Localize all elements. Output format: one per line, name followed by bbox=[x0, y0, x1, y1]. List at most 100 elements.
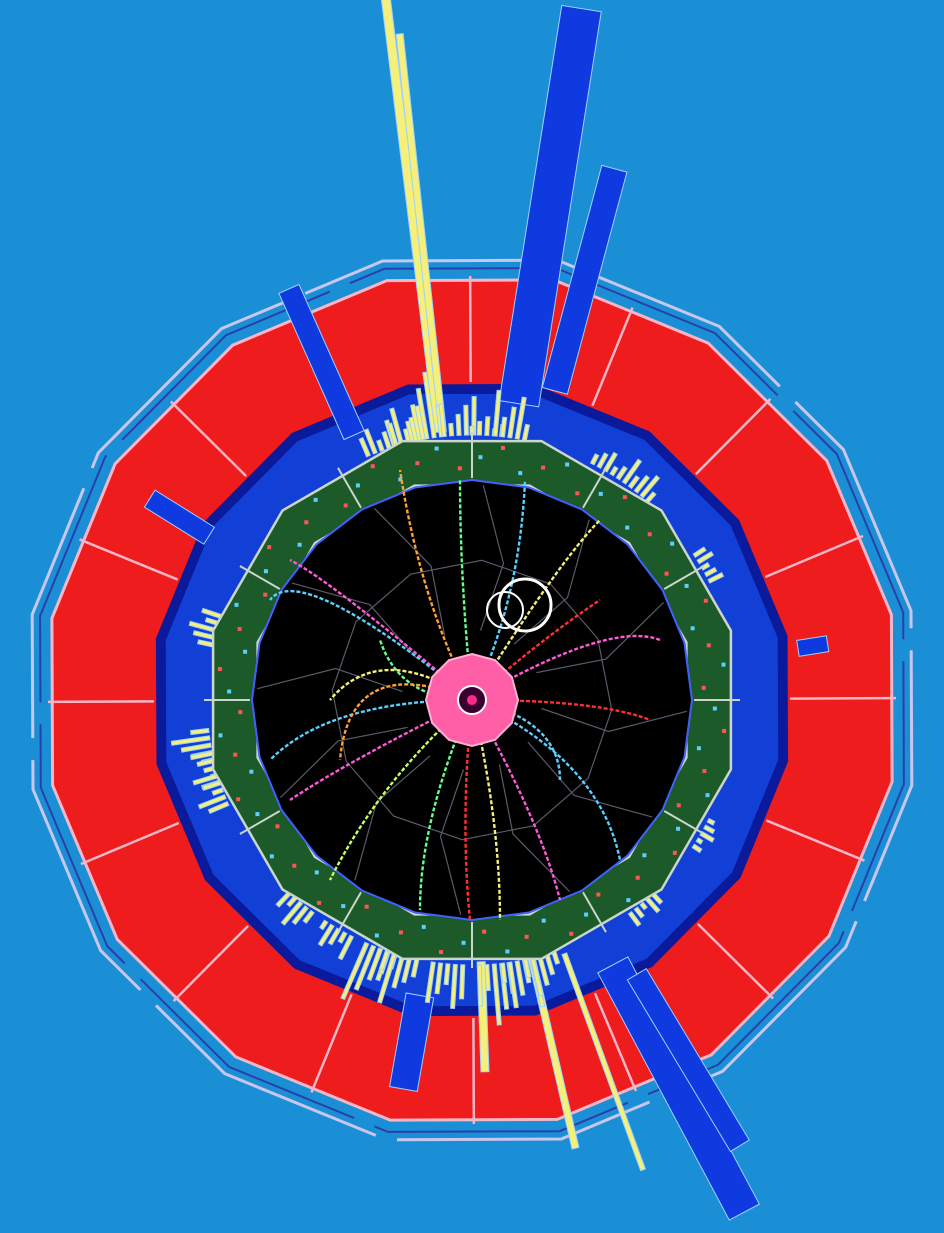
particle-track bbox=[471, 698, 651, 722]
looping-track bbox=[497, 577, 553, 633]
yellow-cluster-bar bbox=[621, 458, 643, 485]
tracker-cell-line bbox=[439, 769, 465, 915]
yellow-cluster-bar bbox=[438, 403, 447, 438]
yellow-cluster-bar bbox=[706, 817, 716, 826]
tracker-cell-line bbox=[541, 707, 687, 733]
muon-segment-divider bbox=[310, 993, 353, 1093]
ecal-hit bbox=[524, 934, 529, 939]
ecal-hit bbox=[217, 667, 222, 672]
ecal-body bbox=[211, 439, 733, 961]
particle-track bbox=[471, 698, 622, 861]
tracker-cell-line bbox=[373, 507, 446, 636]
ecal-hit bbox=[461, 940, 466, 945]
ecal-divider bbox=[239, 810, 281, 835]
tracker-cell-line bbox=[479, 485, 505, 631]
ecal-hit bbox=[374, 933, 379, 938]
ecal-hit bbox=[370, 464, 375, 469]
particle-track bbox=[464, 699, 474, 921]
yellow-cluster-bar bbox=[484, 963, 491, 992]
outer-wire-line bbox=[30, 258, 914, 1142]
ecal-hit bbox=[313, 497, 318, 502]
ecal-hit bbox=[626, 898, 631, 903]
ecal-hit bbox=[236, 797, 241, 802]
ecal-hit bbox=[263, 569, 268, 574]
particle-track bbox=[470, 699, 502, 921]
ecal-hit bbox=[722, 728, 727, 733]
yellow-cluster-bar bbox=[424, 961, 436, 1004]
ecal-hit bbox=[439, 950, 444, 955]
yellow-cluster-bar bbox=[358, 436, 371, 458]
ecal-hit bbox=[622, 495, 627, 500]
ecal-hit bbox=[712, 706, 717, 711]
yellow-cluster-bar bbox=[450, 963, 458, 1010]
ecal-divider bbox=[582, 891, 607, 933]
yellow-cluster-bar bbox=[514, 960, 526, 997]
tracker-layer bbox=[331, 559, 613, 841]
yellow-cluster-bar bbox=[507, 961, 519, 1009]
yellow-cluster-bar bbox=[434, 962, 444, 995]
yellow-cluster-bar bbox=[318, 919, 329, 931]
ecal-hit bbox=[625, 525, 630, 530]
ecal-hit bbox=[596, 892, 601, 897]
yellow-cluster-bar bbox=[484, 416, 491, 437]
blue-tower bbox=[278, 283, 365, 441]
yellow-cluster-bar bbox=[491, 963, 502, 1026]
ecal-divider bbox=[337, 467, 362, 509]
yellow-cluster-bar bbox=[691, 843, 703, 854]
ecal-hit bbox=[237, 626, 242, 631]
ecal-hit bbox=[706, 643, 711, 648]
yellow-cluster-bar bbox=[639, 474, 661, 499]
ecal-hit bbox=[642, 853, 647, 858]
yellow-cluster-bar bbox=[639, 901, 648, 911]
ecal-hit bbox=[705, 793, 710, 798]
muon-segment-divider bbox=[694, 398, 772, 476]
ecal-hit bbox=[398, 930, 403, 935]
energy-towers bbox=[143, 0, 830, 1221]
interaction-point bbox=[424, 652, 520, 748]
ecal-hit bbox=[635, 875, 640, 880]
yellow-cluster-bar bbox=[507, 406, 517, 439]
ecal-hit bbox=[584, 912, 589, 917]
yellow-cluster-bar bbox=[609, 465, 619, 477]
ecal-hit bbox=[598, 491, 603, 496]
muon-segment-divider bbox=[170, 400, 248, 478]
yellow-cluster-bar bbox=[180, 742, 212, 753]
muon-segment-divider bbox=[172, 924, 250, 1002]
ecal-hit bbox=[505, 949, 510, 954]
ecal-hit bbox=[304, 520, 309, 525]
outer-wire-frame bbox=[30, 258, 914, 1142]
ecal-divider bbox=[663, 810, 705, 835]
ecal-hit bbox=[297, 542, 302, 547]
yellow-cluster-bar bbox=[692, 546, 707, 559]
yellow-cluster-bar bbox=[459, 964, 466, 1000]
ecal-hit bbox=[233, 752, 238, 757]
ecal-hit bbox=[664, 571, 669, 576]
yellow-cluster-bar bbox=[463, 404, 469, 436]
blue-tower bbox=[498, 4, 602, 408]
ecal-hit bbox=[478, 455, 483, 460]
ecal-divider bbox=[239, 565, 281, 590]
ecal-hit bbox=[684, 583, 689, 588]
ecal-hit bbox=[421, 924, 426, 929]
ecal-hit bbox=[500, 445, 505, 450]
yellow-cluster-bar bbox=[363, 428, 378, 455]
ecal-hit bbox=[696, 746, 701, 751]
ecal-hit bbox=[364, 904, 369, 909]
ecal-hit bbox=[457, 466, 462, 471]
yellow-jet bbox=[561, 952, 647, 1172]
ecal-hit bbox=[238, 710, 243, 715]
ecal-hit bbox=[415, 461, 420, 466]
ecal-hit bbox=[676, 826, 681, 831]
particle-track bbox=[398, 469, 474, 701]
ecal-hit bbox=[670, 541, 675, 546]
yellow-cluster-bar bbox=[633, 906, 645, 919]
blue-tower bbox=[541, 164, 628, 395]
blue-tower bbox=[796, 635, 830, 657]
tracker-cell-line bbox=[527, 741, 653, 818]
yellow-cluster-bar bbox=[627, 474, 641, 490]
yellow-cluster-bar bbox=[207, 801, 230, 815]
ecal-hit bbox=[275, 824, 280, 829]
muon-segment-divider bbox=[764, 534, 864, 579]
outer-wire-inner-line bbox=[39, 267, 905, 1133]
